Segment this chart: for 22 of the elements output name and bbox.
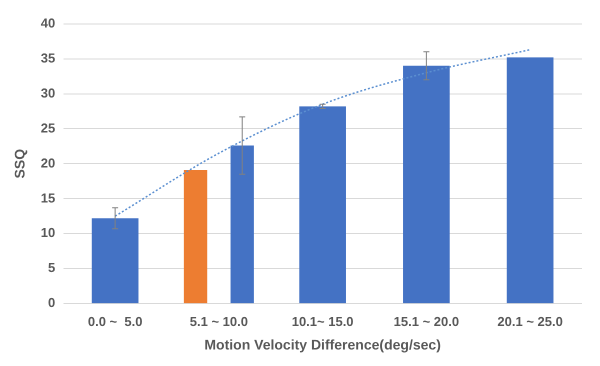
line-series bbox=[114, 48, 531, 217]
bar bbox=[92, 218, 138, 304]
y-tick-label: 5 bbox=[48, 260, 56, 276]
y-tick-label: 35 bbox=[40, 50, 56, 66]
x-tick-label: 15.1 ~ 20.0 bbox=[394, 314, 460, 329]
y-tick-label: 0 bbox=[48, 295, 56, 310]
y-tick-label: 20 bbox=[40, 155, 56, 170]
x-tick-label: 10.1~ 15.0 bbox=[292, 314, 354, 329]
y-tick-label: 10 bbox=[40, 225, 56, 240]
x-tick-label: 5.1 ~ 10.0 bbox=[190, 314, 248, 329]
bar bbox=[299, 106, 346, 304]
bar bbox=[403, 66, 450, 304]
y-tick-label: 25 bbox=[40, 120, 56, 136]
bar bbox=[184, 170, 208, 304]
x-axis-title: Motion Velocity Difference(deg/sec) bbox=[204, 336, 441, 352]
y-tick-label: 40 bbox=[40, 15, 56, 30]
bar bbox=[506, 57, 554, 304]
x-tick-label: 20.1 ~ 25.0 bbox=[497, 314, 563, 329]
y-tick-label: 15 bbox=[40, 190, 56, 206]
y-axis-title: SSQ bbox=[11, 148, 28, 178]
y-tick-label: 30 bbox=[40, 85, 56, 100]
x-tick-label: 0.0 ~ 5.0 bbox=[88, 314, 142, 329]
